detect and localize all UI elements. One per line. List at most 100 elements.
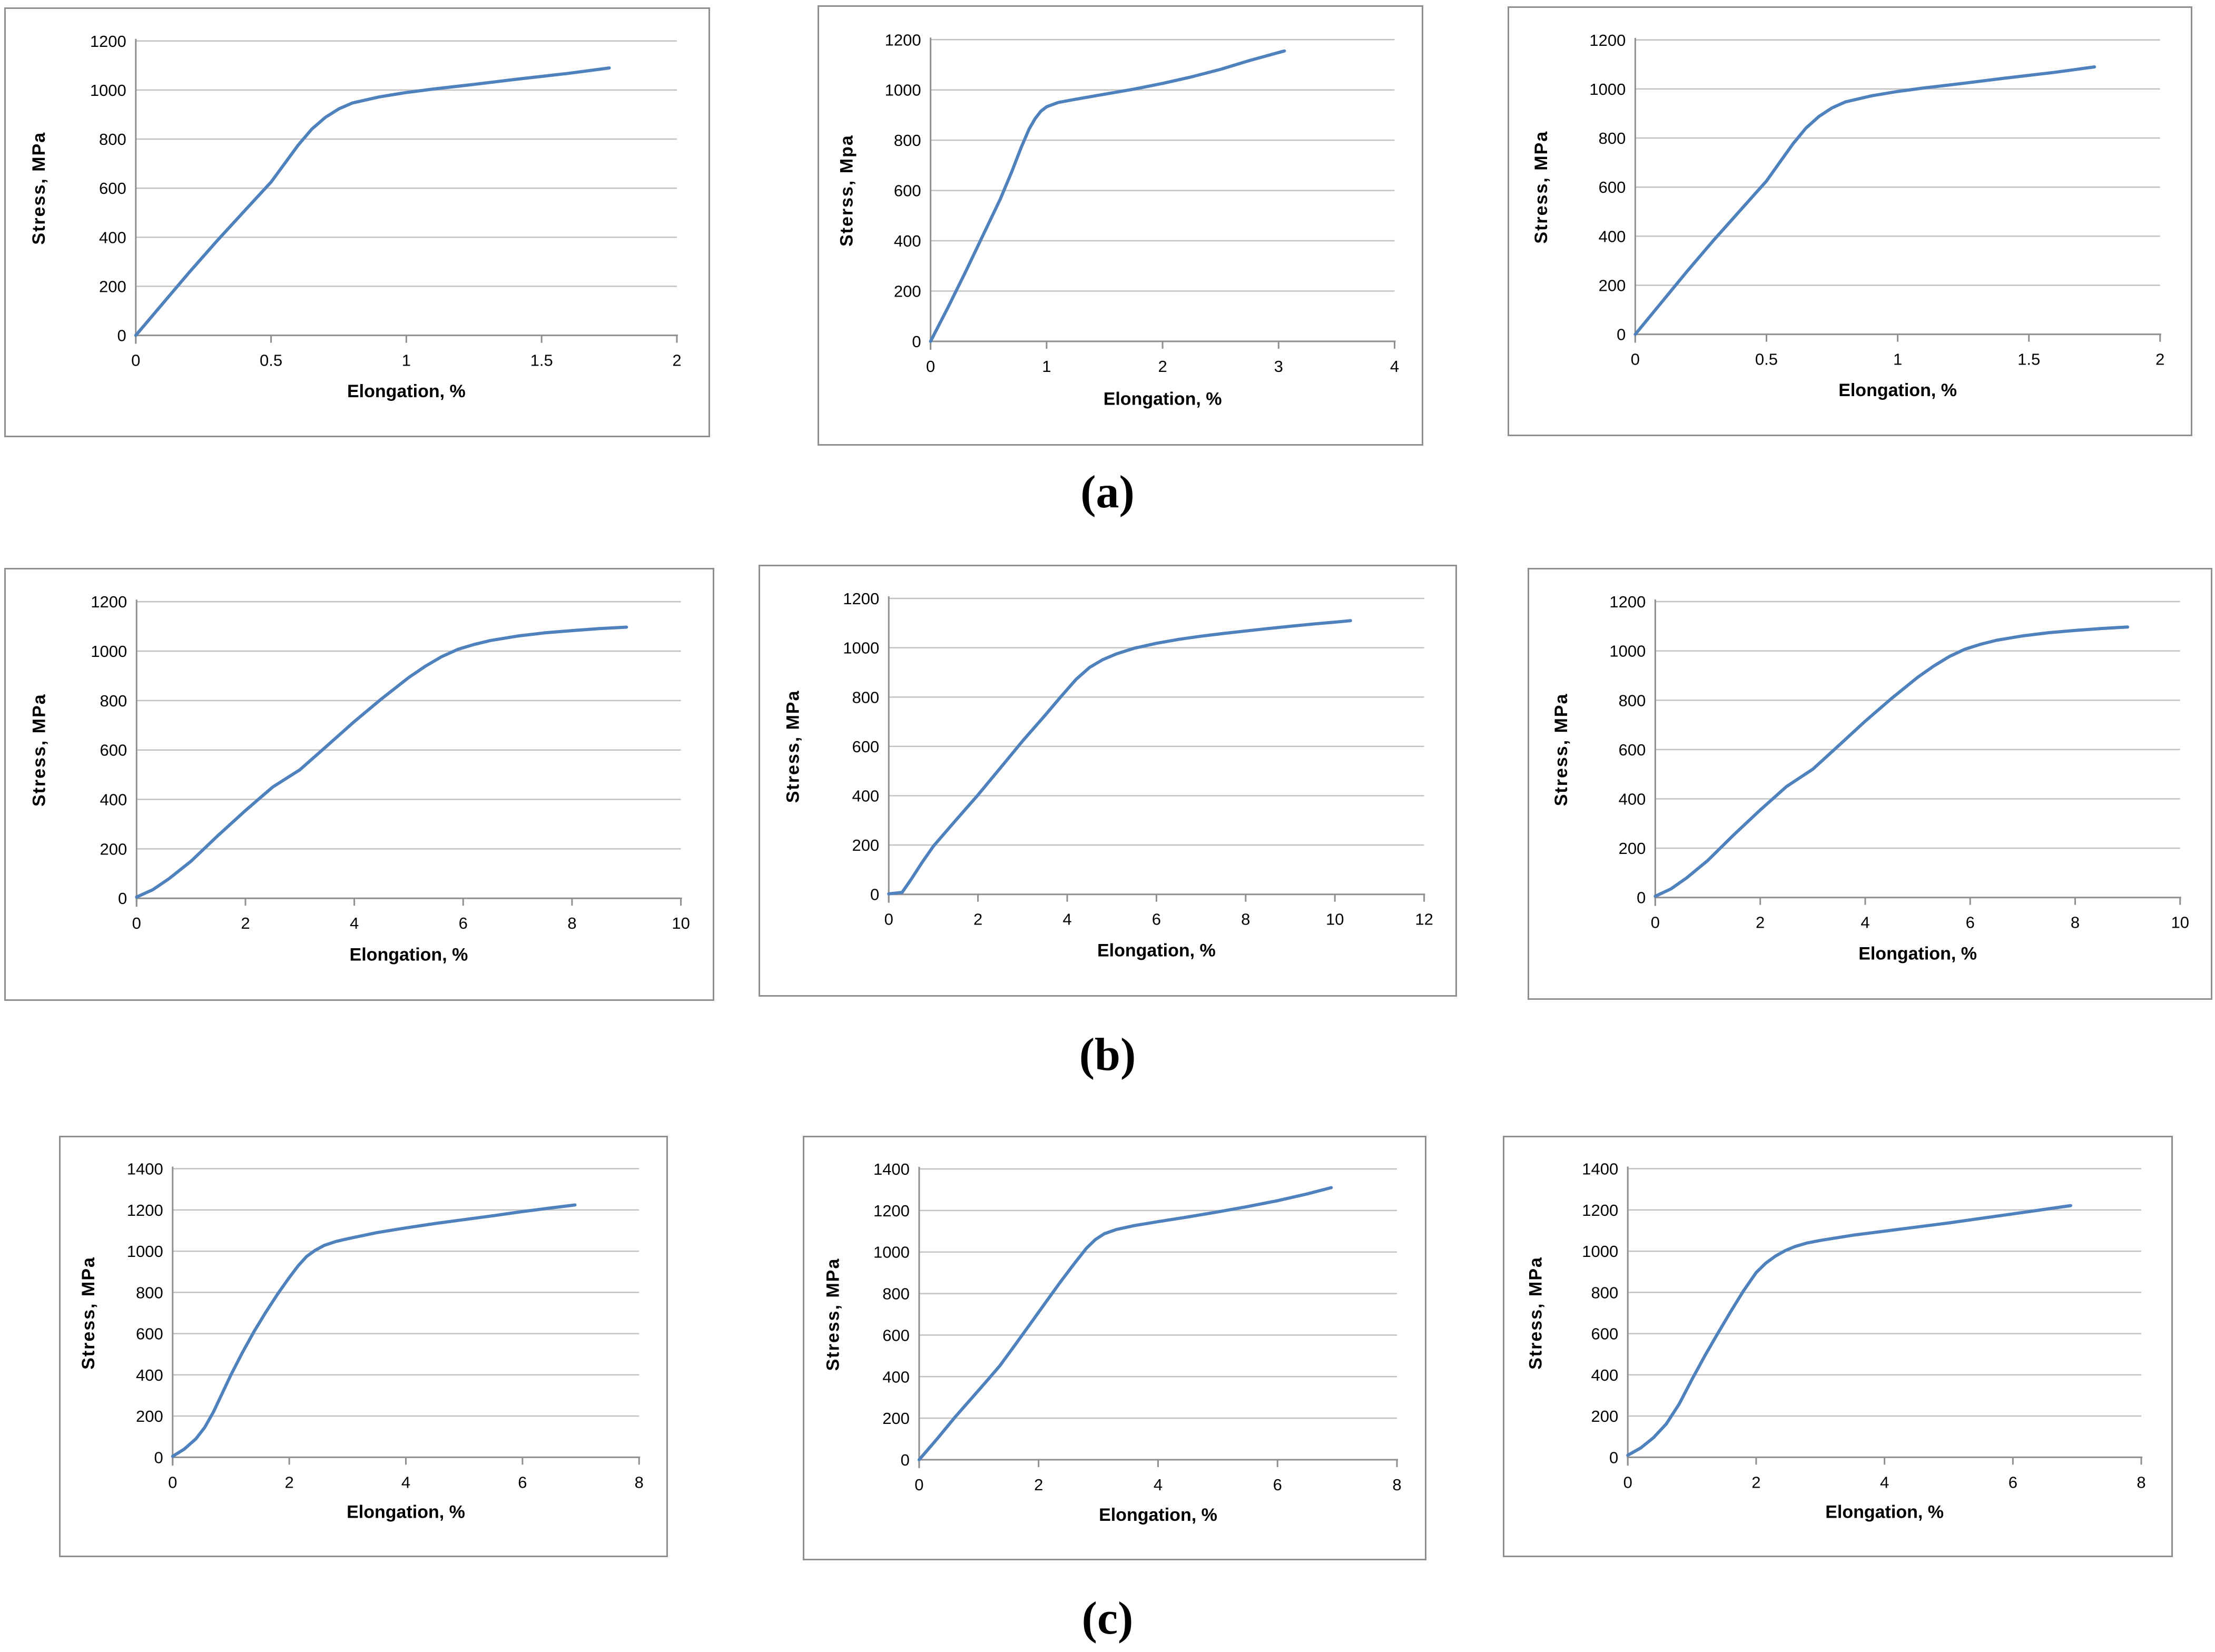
y-axis-title: Stress, MPa: [1525, 1256, 1545, 1370]
chart-svg-c3: 0 200 400 600 800 1000 1200 1400 0 2 4 6 8 Elongation…: [1525, 1160, 2145, 1522]
x-tick-label-1: 1: [1893, 350, 1902, 369]
y-tick-label-200: 200: [852, 836, 879, 854]
chart-svg-b3: 0 200 400 600 800 1000 1200 0 2 4 6 8 10 Elongation, …: [1551, 593, 2189, 964]
y-tick-label-600: 600: [99, 179, 126, 198]
stress-strain-curve-a2: [929, 49, 1286, 343]
gridlines: [172, 1168, 639, 1417]
x-tick-label-0: 0: [914, 1476, 923, 1494]
y-tick-label-200: 200: [1619, 839, 1646, 858]
y-tick-labels: 0 200 400 600 800 1000 1200: [1609, 593, 1646, 907]
gridlines: [136, 601, 681, 850]
y-tick-label-800: 800: [1591, 1283, 1618, 1302]
x-tick-label-2: 2: [1158, 357, 1167, 376]
y-tick-label-1200: 1200: [127, 1201, 163, 1220]
x-tick-label-10: 10: [2171, 913, 2189, 932]
x-axis-title: Elongation, %: [1825, 1502, 1944, 1522]
x-tick-label-0: 0: [132, 914, 141, 932]
x-tick-label-2: 2: [672, 351, 681, 370]
stress-strain-curve-b2: [887, 619, 1352, 896]
gridlines: [1628, 1168, 2142, 1417]
y-tick-label-0: 0: [912, 332, 921, 351]
x-axis-title: Elongation, %: [1838, 380, 1957, 400]
y-tick-label-800: 800: [1619, 691, 1646, 710]
x-tick-label-4: 4: [1390, 357, 1399, 376]
stress-strain-curve-c1: [171, 1203, 577, 1458]
x-tick-label-1: 1: [402, 351, 411, 370]
x-tick-label-0: 0: [926, 357, 935, 376]
x-tick-label-0: 0: [131, 351, 140, 370]
stress-strain-curve-b3: [1653, 625, 2130, 898]
y-tick-label-0: 0: [1637, 889, 1646, 907]
y-tick-label-800: 800: [1599, 129, 1626, 148]
y-tick-label-200: 200: [894, 282, 921, 301]
y-tick-label-200: 200: [99, 278, 126, 296]
x-tick-label-3: 3: [1274, 357, 1283, 376]
y-tick-label-800: 800: [99, 130, 126, 149]
y-axis-title: Stress, MPa: [78, 1256, 99, 1370]
chart-panel-c2: 0 200 400 600 800 1000 1200 1400 0 2 4 6 8 Elongation…: [803, 1136, 1426, 1560]
gridlines: [1635, 39, 2160, 286]
x-axis-title: Elongation, %: [1858, 944, 1977, 964]
y-tick-label-600: 600: [1591, 1325, 1618, 1343]
chart-panel-c1: 0 200 400 600 800 1000 1200 1400 0 2 4 6 8 Elongation…: [59, 1136, 668, 1557]
y-tick-label-1000: 1000: [1589, 80, 1626, 99]
y-tick-label-600: 600: [1619, 741, 1646, 759]
x-tick-label-8: 8: [1241, 910, 1250, 929]
x-tick-label-12: 12: [1415, 910, 1433, 929]
x-tick-labels: 0 2 4 6 8: [168, 1457, 644, 1491]
x-tick-label-10: 10: [1326, 910, 1344, 929]
x-tick-label-2: 2: [2155, 350, 2164, 369]
x-tick-label-2: 2: [1034, 1476, 1043, 1494]
x-tick-label-2: 2: [1751, 1473, 1760, 1491]
x-tick-label-0: 0: [884, 910, 893, 929]
y-tick-label-400: 400: [894, 232, 921, 250]
y-tick-label-200: 200: [882, 1409, 910, 1428]
y-tick-labels: 0 200 400 600 800 1000 1200: [91, 593, 127, 908]
y-tick-label-800: 800: [894, 131, 921, 150]
chart-svg-b1: 0 200 400 600 800 1000 1200 0 2 4 6 8 10 Elongation, …: [29, 593, 690, 965]
x-tick-labels: 0 2 4 6 8 10: [1651, 897, 2189, 932]
y-tick-label-0: 0: [118, 889, 127, 908]
x-tick-label-6: 6: [1966, 913, 1975, 932]
y-axis-title: Stress, MPa: [1531, 131, 1551, 244]
chart-panel-b3: 0 200 400 600 800 1000 1200 0 2 4 6 8 10 Elongation, …: [1528, 568, 2212, 1000]
y-tick-label-1200: 1200: [885, 31, 921, 49]
chart-svg-c1: 0 200 400 600 800 1000 1200 1400 0 2 4 6 8 Elongation…: [78, 1160, 644, 1522]
y-tick-label-600: 600: [882, 1326, 910, 1344]
stress-strain-curve-a3: [1633, 65, 2096, 336]
y-tick-label-1400: 1400: [873, 1160, 910, 1178]
y-axis-title: Stress, MPa: [29, 693, 49, 807]
y-tick-label-600: 600: [852, 738, 879, 756]
y-tick-labels: 0 200 400 600 800 1000 1200 1400: [127, 1160, 163, 1467]
y-tick-labels: 0 200 400 600 800 1000 1200 1400: [873, 1160, 910, 1469]
y-tick-label-400: 400: [852, 786, 879, 805]
x-tick-label-6: 6: [2009, 1473, 2017, 1491]
x-tick-label-4: 4: [1860, 913, 1869, 932]
row-label-c: (c): [1081, 1593, 1134, 1644]
x-tick-label-0.5: 0.5: [260, 351, 282, 370]
y-axis-title: Sterss, Mpa: [836, 134, 857, 247]
y-axis-title: Stress, MPa: [29, 132, 49, 245]
y-tick-label-1000: 1000: [127, 1242, 163, 1261]
y-tick-label-400: 400: [100, 791, 127, 809]
y-tick-label-1400: 1400: [1582, 1160, 1618, 1178]
x-tick-label-8: 8: [2071, 913, 2080, 932]
x-axis-title: Elongation, %: [350, 945, 468, 965]
gridlines: [135, 40, 677, 287]
y-tick-labels: 0 200 400 600 800 1000 1200: [1589, 31, 1626, 344]
y-axis-title: Stress, MPa: [1551, 693, 1571, 806]
x-tick-labels: 0 1 2 3 4: [926, 341, 1399, 376]
chart-svg-a1: 0 200 400 600 800 1000 1200 0 0.5 1 1.5 2 Elongation…: [29, 32, 682, 401]
y-tick-label-600: 600: [100, 741, 127, 760]
x-tick-label-2: 2: [285, 1473, 294, 1491]
x-tick-label-2: 2: [241, 914, 250, 932]
x-tick-label-8: 8: [635, 1473, 644, 1491]
y-tick-label-800: 800: [852, 688, 879, 706]
y-tick-label-0: 0: [1617, 326, 1626, 344]
y-tick-label-400: 400: [136, 1366, 163, 1384]
y-tick-label-1200: 1200: [873, 1202, 910, 1220]
stress-strain-curve-b1: [135, 625, 628, 899]
y-tick-label-1200: 1200: [1609, 593, 1646, 611]
y-tick-label-800: 800: [136, 1283, 163, 1302]
y-tick-label-600: 600: [1599, 178, 1626, 196]
